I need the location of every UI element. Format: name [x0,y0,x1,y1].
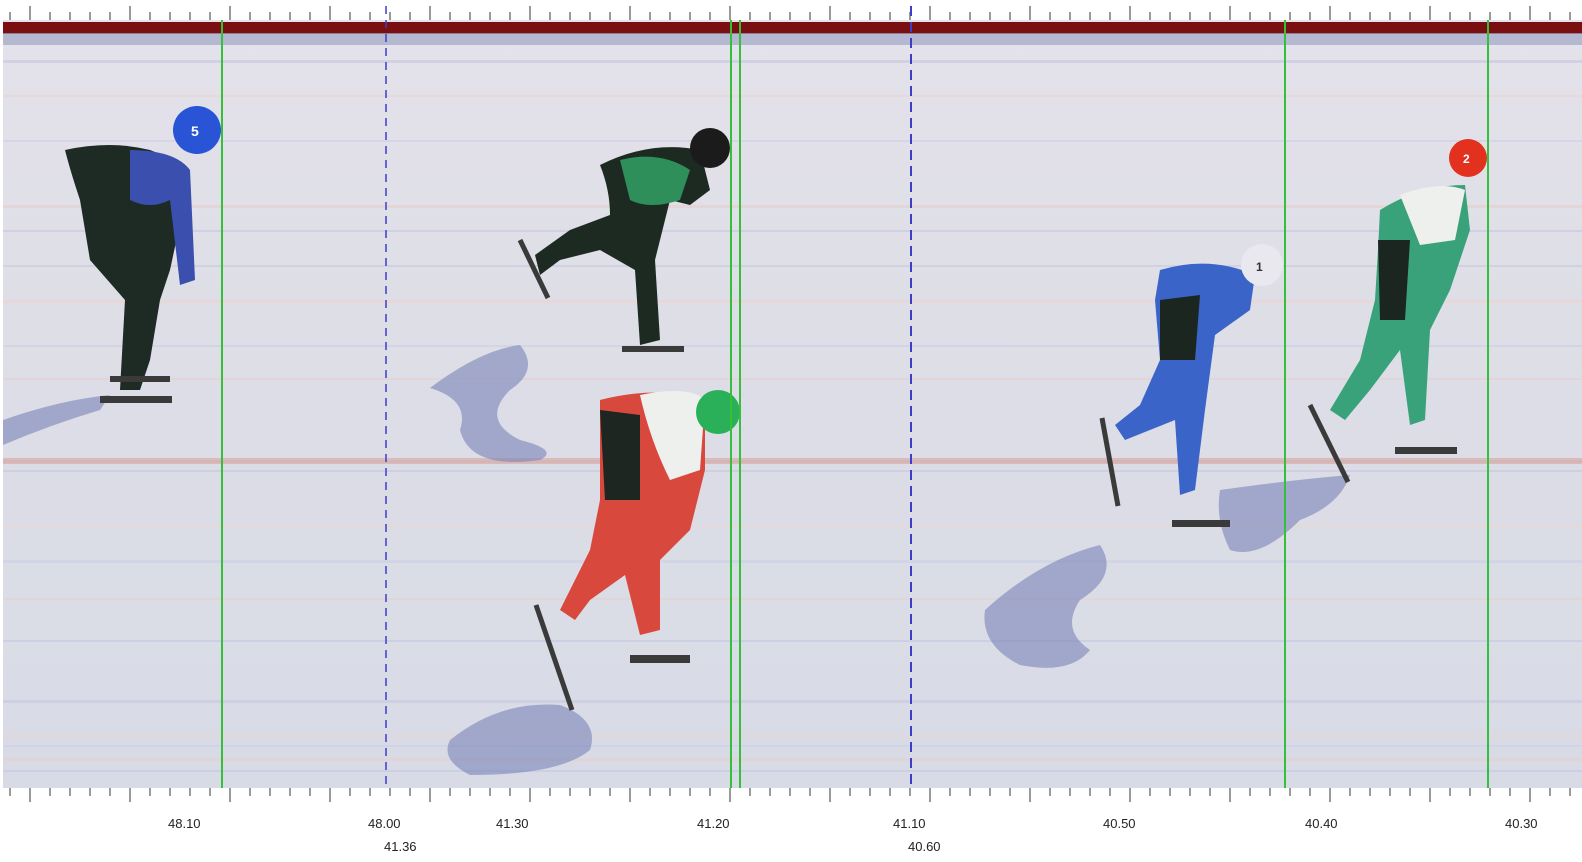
bottom-ruler [0,788,1582,862]
ice-streak [3,700,1582,703]
ice-streak [3,745,1582,747]
ice-streak [3,470,1582,472]
top-ruler [0,0,1582,20]
ice-streak [3,265,1582,267]
skater-lane-4 [533,390,740,711]
ice-streak [3,598,1582,600]
skater-lane-2: 2 [1307,139,1487,484]
skater-lane-5: 5 [65,106,221,403]
ice-streak [3,560,1582,563]
tick-label: 41.30 [496,816,529,831]
ice-streak [3,770,1582,772]
ice-streak [3,60,1582,63]
tick-label: 48.10 [168,816,201,831]
skater-lane-3 [517,128,730,352]
tick-label: 40.30 [1505,816,1538,831]
lane-line [3,458,1582,464]
ice-streak [3,95,1582,97]
bottom-ticks [9,788,1571,802]
tick-label: 41.20 [697,816,730,831]
top-ticks [9,6,1571,20]
top-band [3,22,1582,34]
ice-streak [3,735,1582,737]
skater-shadows [3,345,1350,775]
helmet-number-5: 5 [191,123,199,139]
ice-streak [3,345,1582,347]
ice-streak [3,300,1582,303]
tick-label: 41.10 [893,816,926,831]
helmet-1 [1241,244,1283,286]
time-axis-labels: 48.10 48.00 41.30 41.20 41.10 40.50 40.4… [168,816,1538,854]
tick-label: 40.50 [1103,816,1136,831]
finish-lines [221,20,1489,788]
segment-start-label: 41.36 [384,839,417,854]
tick-label: 48.00 [368,816,401,831]
ice-streak [3,205,1582,208]
skater-lane-1: 1 [1099,244,1283,527]
ice-streak [3,758,1582,761]
helmet-number-2: 2 [1463,152,1470,166]
helmet-5 [173,106,221,154]
ice-surface [3,20,1582,788]
tick-label: 40.40 [1305,816,1338,831]
segment-start-label: 40.60 [908,839,941,854]
helmet-4 [696,390,740,434]
ice-streak [3,140,1582,142]
ice-streak [3,525,1582,527]
horizontal-streaks [3,60,1582,772]
ice-streak [3,640,1582,642]
helmet-2 [1449,139,1487,177]
segment-markers [385,6,912,788]
helmet-3 [690,128,730,168]
helmet-number-1: 1 [1256,260,1263,274]
ice-streak [3,230,1582,232]
ice-streak [3,378,1582,380]
